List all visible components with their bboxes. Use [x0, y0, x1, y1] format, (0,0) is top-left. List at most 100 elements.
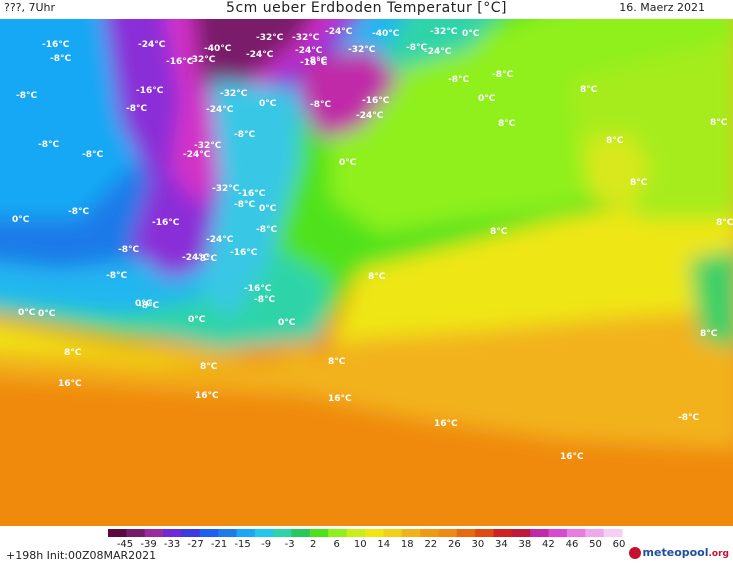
temperature-label: -24°C [424, 47, 452, 57]
temperature-label: -24°C [325, 27, 353, 37]
color-scale-swatch [328, 529, 348, 537]
color-scale-swatch [603, 529, 623, 537]
color-scale-swatches [108, 529, 623, 537]
temperature-label: 16°C [560, 452, 584, 462]
temperature-label: -8°C [38, 140, 59, 150]
temperature-label: -8°C [234, 200, 255, 210]
temperature-label: 16°C [58, 379, 82, 389]
color-scale-swatch [566, 529, 586, 537]
color-scale-swatch [144, 529, 164, 537]
temperature-label: -16°C [136, 86, 164, 96]
temperature-label: -24°C [206, 105, 234, 115]
color-scale-swatch [181, 529, 201, 537]
color-scale-swatch [438, 529, 458, 537]
temperature-label: 8°C [368, 272, 386, 282]
temperature-field [0, 19, 733, 526]
temperature-label: -8°C [118, 245, 139, 255]
temperature-label: -32°C [194, 141, 222, 151]
temperature-label: 8°C [700, 329, 718, 339]
color-scale-swatch [493, 529, 513, 537]
temperature-label: -24°C [356, 111, 384, 121]
color-scale-swatch [475, 529, 494, 537]
temperature-label: -8°C [82, 150, 103, 160]
color-scale-swatch [108, 529, 127, 537]
color-scale-tick-label: -45 [117, 539, 133, 548]
temperature-label: -8°C [68, 207, 89, 217]
color-scale-swatch [254, 529, 274, 537]
temperature-label: 8°C [498, 119, 516, 129]
temperature-label: 0°C [278, 318, 296, 328]
color-scale-tick-label: 26 [448, 539, 461, 548]
temperature-label: 0°C [12, 215, 30, 225]
color-scale-tick-label: -39 [140, 539, 156, 548]
temperature-label: -24°C [206, 235, 234, 245]
temperature-label: 0°C [339, 158, 357, 168]
meteopool-logo[interactable]: meteopool.org [628, 546, 729, 559]
color-scale-tick-label: 46 [566, 539, 579, 548]
color-scale-swatch [273, 529, 293, 537]
color-scale-swatch [309, 529, 329, 537]
color-scale-tick-label: 18 [401, 539, 414, 548]
temperature-label: -32°C [292, 33, 320, 43]
color-scale: -45 -39 -33 -27 -21 -15 -9 -3 2 6 10 14 18 22 26 30 34 38… [108, 529, 625, 548]
temperature-label: -8°C [306, 56, 327, 66]
temperature-label: -24°C [246, 50, 274, 60]
temperature-label: -16°C [230, 248, 258, 258]
temperature-map: -16°C -24°C -40°C -32°C -32°C -24°C -40°C -32°C… [0, 19, 733, 526]
temperature-label: -16°C [244, 284, 272, 294]
temperature-label: -16°C [42, 40, 70, 50]
temperature-label: 8°C [200, 362, 218, 372]
temperature-label: -8°C [406, 43, 427, 53]
temperature-label: -40°C [204, 44, 232, 54]
temperature-label: 0°C [478, 94, 496, 104]
color-scale-tick-label: -3 [285, 539, 295, 548]
color-scale-swatch [456, 529, 476, 537]
temperature-label: -24°C [138, 40, 166, 50]
temperature-label: -8°C [126, 104, 147, 114]
color-scale-swatch [365, 529, 384, 537]
temperature-label: 0°C [259, 99, 277, 109]
color-scale-swatch [401, 529, 421, 537]
temperature-label: -32°C [256, 33, 284, 43]
temperature-label: 8°C [580, 85, 598, 95]
temperature-label: -32°C [220, 89, 248, 99]
temperature-label: -16°C [300, 58, 328, 68]
temperature-label: 0°C [18, 308, 36, 318]
temperature-label: 8°C [606, 136, 624, 146]
temperature-label: 8°C [64, 348, 82, 358]
temperature-label: -8°C [492, 70, 513, 80]
temperature-label: -40°C [372, 29, 400, 39]
temperature-label: 8°C [710, 118, 728, 128]
footer: -45 -39 -33 -27 -21 -15 -9 -3 2 6 10 14 18 22 26 30 34 38… [0, 526, 733, 566]
logo-main-text: meteopool [642, 546, 709, 559]
color-scale-swatch [236, 529, 256, 537]
temperature-label: 0°C [38, 309, 56, 319]
color-scale-swatch [218, 529, 237, 537]
color-scale-tick-label: 34 [495, 539, 508, 548]
temperature-label: 0°C [188, 315, 206, 325]
temperature-label: -8°C [310, 100, 331, 110]
color-scale-swatch [126, 529, 146, 537]
color-scale-swatch [585, 529, 605, 537]
color-scale-swatch [530, 529, 550, 537]
temperature-label: -32°C [212, 184, 240, 194]
temperature-labels: -16°C -24°C -40°C -32°C -32°C -24°C -40°C -32°C… [12, 27, 733, 462]
temperature-label: 0°C [462, 29, 480, 39]
temperature-label: -32°C [348, 45, 376, 55]
temperature-label: -8°C [678, 413, 699, 423]
temperature-label: 8°C [490, 227, 508, 237]
run-info: +198h Init:00Z08MAR2021 [6, 549, 157, 562]
color-scale-swatch [163, 529, 182, 537]
temperature-label: -8°C [196, 254, 217, 264]
color-scale-tick-label: -15 [234, 539, 250, 548]
color-scale-swatch [346, 529, 366, 537]
temperature-label: 0°C [135, 299, 153, 309]
temperature-label: -8°C [138, 301, 159, 311]
color-scale-swatch [511, 529, 531, 537]
color-scale-tick-label: 2 [310, 539, 316, 548]
color-scale-tick-label: 38 [519, 539, 532, 548]
color-scale-tick-label: -33 [164, 539, 180, 548]
forecast-day-label: ???, 7Uhr [4, 1, 56, 14]
temperature-label: -8°C [106, 271, 127, 281]
temperature-label: -24°C [295, 46, 323, 56]
